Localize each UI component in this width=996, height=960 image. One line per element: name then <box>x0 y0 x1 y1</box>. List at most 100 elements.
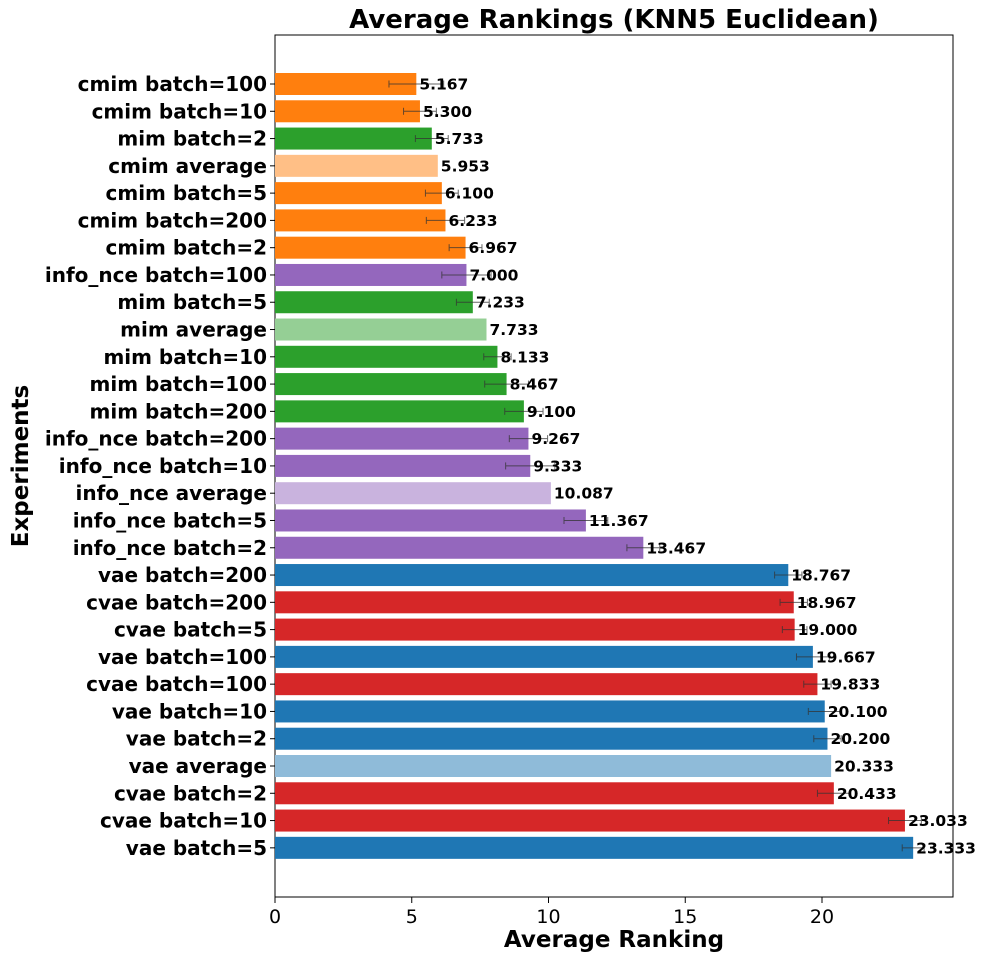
category-label: info_nce average <box>76 481 268 505</box>
category-label: vae batch=200 <box>98 563 267 587</box>
value-label: 6.100 <box>445 185 494 203</box>
value-label: 10.087 <box>554 485 614 503</box>
value-label: 5.733 <box>435 130 484 148</box>
category-label: cvae batch=10 <box>100 809 267 833</box>
error-bar <box>403 107 437 115</box>
value-label: 7.000 <box>469 266 518 284</box>
category-label: cvae batch=100 <box>86 672 267 696</box>
value-label: 9.100 <box>527 403 576 421</box>
bar <box>275 673 818 696</box>
value-label: 18.967 <box>797 594 857 612</box>
category-label: vae batch=2 <box>126 727 267 751</box>
y-axis-label: Experiments <box>8 385 34 547</box>
value-label: 6.967 <box>469 239 518 257</box>
bar <box>275 318 487 341</box>
bar <box>275 482 551 505</box>
value-label: 7.233 <box>476 294 525 312</box>
error-bar <box>781 626 808 634</box>
x-tick-label: 0 <box>269 906 281 928</box>
category-label: cvae batch=5 <box>114 618 267 642</box>
x-tick-label: 10 <box>536 906 560 928</box>
error-bar <box>388 80 445 88</box>
error-bar <box>888 817 922 825</box>
value-label: 9.333 <box>533 457 582 475</box>
bar <box>275 755 832 777</box>
value-label: 5.300 <box>423 103 472 121</box>
bar <box>275 782 834 805</box>
value-label: 20.200 <box>830 730 890 748</box>
bar <box>275 700 825 723</box>
bar <box>275 645 813 668</box>
value-label: 11.367 <box>589 512 649 530</box>
bar <box>275 373 507 396</box>
error-bar <box>441 271 492 279</box>
error-bar <box>816 789 851 797</box>
category-label: vae batch=100 <box>98 645 267 669</box>
category-label: cmim batch=2 <box>106 236 268 260</box>
x-ticks: 0 5 10 15 20 <box>269 897 834 928</box>
category-label: cmim batch=10 <box>92 99 267 123</box>
value-label: 13.467 <box>646 539 706 557</box>
error-bar <box>813 735 842 743</box>
bar <box>275 263 467 286</box>
value-label: 6.233 <box>448 212 497 230</box>
error-bar <box>484 380 529 388</box>
bar <box>275 236 466 259</box>
value-label: 23.333 <box>916 839 976 857</box>
category-label: mim batch=2 <box>117 127 267 151</box>
bars-group: 5.167 5.300 5.733 5.953 6.100 6.233 6.967 7.000… <box>275 73 976 859</box>
x-axis-label: Average Ranking <box>504 927 724 953</box>
category-label: cmim batch=5 <box>106 181 268 205</box>
bar <box>275 73 417 95</box>
category-label: info_nce batch=2 <box>73 536 267 560</box>
value-label: 19.667 <box>816 648 876 666</box>
bar <box>275 809 905 832</box>
bar <box>275 454 531 477</box>
category-label: vae batch=5 <box>126 836 267 860</box>
category-label: cmim batch=100 <box>78 72 267 96</box>
bar <box>275 182 442 205</box>
bar <box>275 209 446 232</box>
error-bar <box>414 135 449 143</box>
value-label: 20.433 <box>837 785 897 803</box>
error-bar <box>803 680 832 688</box>
value-label: 18.767 <box>791 567 851 585</box>
category-label: cmim batch=200 <box>78 208 267 232</box>
category-label: cmim average <box>108 154 267 178</box>
bar <box>275 727 828 750</box>
category-label: vae average <box>129 754 267 778</box>
error-bar <box>901 844 925 852</box>
bar <box>275 127 432 150</box>
error-bar <box>425 216 466 224</box>
category-label: cvae batch=2 <box>114 781 267 805</box>
error-bar <box>424 189 459 197</box>
error-bar <box>455 298 490 306</box>
error-bar <box>505 462 556 470</box>
value-label: 19.833 <box>820 676 880 694</box>
error-bar <box>504 407 544 415</box>
category-label: info_nce batch=200 <box>45 427 267 451</box>
value-label: 8.133 <box>500 348 549 366</box>
value-label: 23.033 <box>908 812 968 830</box>
category-label: info_nce batch=5 <box>73 508 267 532</box>
category-label: mim batch=200 <box>90 399 267 423</box>
error-bar <box>626 544 661 552</box>
error-bar <box>563 516 609 524</box>
error-bar <box>483 353 512 361</box>
error-bar <box>807 707 842 715</box>
x-tick-label: 15 <box>673 906 697 928</box>
value-label: 9.267 <box>531 430 580 448</box>
bar <box>275 836 914 859</box>
value-label: 5.953 <box>441 157 490 175</box>
value-label: 20.333 <box>834 758 894 776</box>
bar <box>275 509 586 532</box>
value-label: 8.467 <box>510 376 559 394</box>
bar <box>275 154 438 177</box>
category-label: vae batch=10 <box>112 699 267 723</box>
x-tick-label: 20 <box>810 906 834 928</box>
value-label: 19.000 <box>798 621 858 639</box>
category-label: mim batch=100 <box>90 372 267 396</box>
category-label: info_nce batch=10 <box>59 454 267 478</box>
